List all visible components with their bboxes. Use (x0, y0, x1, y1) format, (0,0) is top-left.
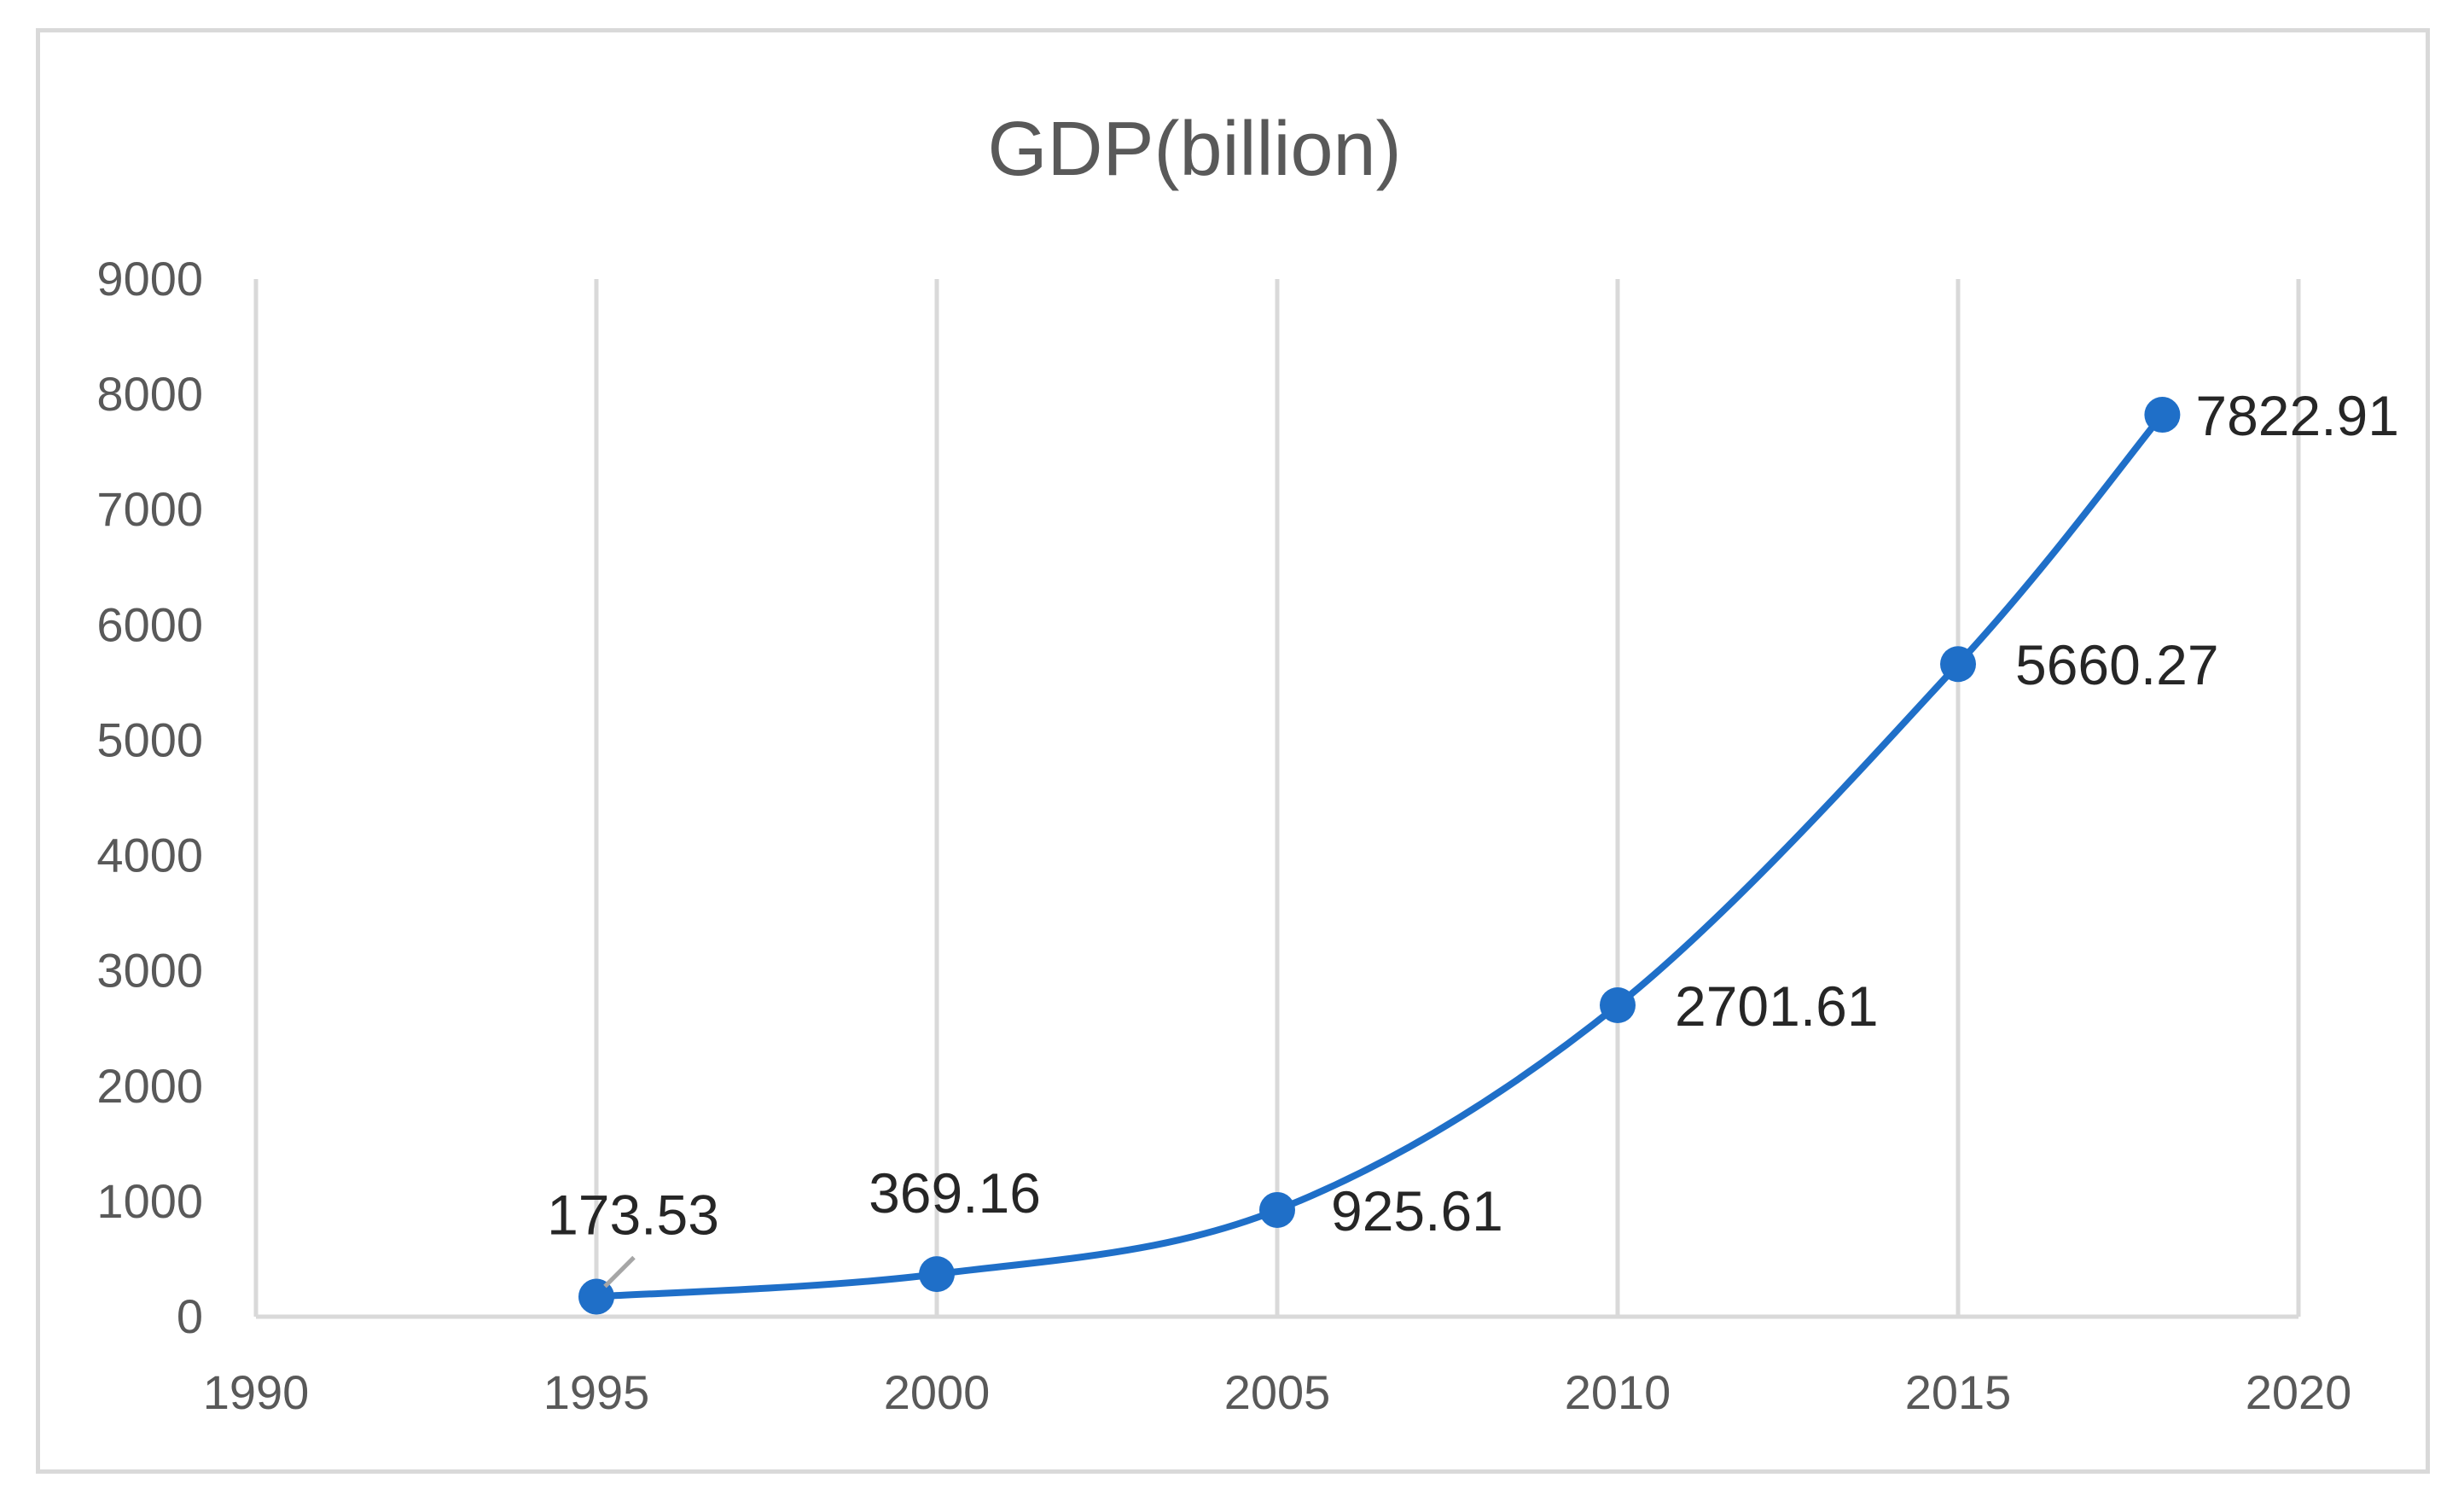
y-tick-label-5000: 5000 (96, 713, 203, 766)
x-tick-label-2015: 2015 (1905, 1365, 2012, 1419)
data-label-2015: 5660.27 (2015, 633, 2219, 696)
y-tick-label-9000: 9000 (96, 252, 203, 305)
data-point-2000 (919, 1256, 955, 1293)
x-tick-label-2000: 2000 (884, 1365, 991, 1419)
label-layer: 173.53 369.16 925.61 2701.61 5660.27 7822.91 (547, 384, 2399, 1289)
data-point-2010 (1600, 986, 1636, 1023)
y-tick-label-8000: 8000 (96, 367, 203, 421)
y-tick-label-3000: 3000 (96, 944, 203, 998)
data-label-2010: 2701.61 (1675, 974, 1879, 1038)
y-tick-label-7000: 7000 (96, 482, 203, 536)
x-tick-label-2020: 2020 (2246, 1365, 2352, 1419)
y-tick-label-1000: 1000 (96, 1174, 203, 1228)
y-tick-label-0: 0 (177, 1289, 203, 1343)
marker-layer (578, 397, 2181, 1315)
grid-layer (594, 279, 2301, 1317)
data-label-2018: 7822.91 (2195, 384, 2399, 447)
tick-layer: 1990 1995 2000 2005 2010 2015 2020 0 1000 2000 300… (96, 252, 2351, 1419)
x-tick-label-2010: 2010 (1565, 1365, 1671, 1419)
data-point-2005 (1259, 1191, 1295, 1228)
data-label-1995: 173.53 (547, 1184, 719, 1247)
data-point-2015 (1940, 646, 1976, 683)
chart-frame (36, 28, 2430, 1474)
x-tick-label-2005: 2005 (1224, 1365, 1331, 1419)
y-tick-label-6000: 6000 (96, 597, 203, 651)
series-line-gdp (593, 411, 2166, 1300)
data-label-2000: 369.16 (869, 1161, 1041, 1225)
data-label-2005: 925.61 (1331, 1179, 1503, 1242)
series-layer (593, 411, 2166, 1300)
y-tick-label-2000: 2000 (96, 1059, 203, 1113)
data-label-leader-line-1995 (603, 1255, 636, 1289)
axis-layer (253, 279, 2298, 1319)
y-tick-label-4000: 4000 (96, 829, 203, 882)
data-point-1995 (578, 1278, 614, 1315)
x-tick-label-1990: 1990 (203, 1365, 310, 1419)
data-point-2018 (2144, 397, 2181, 433)
x-tick-label-1995: 1995 (543, 1365, 650, 1419)
chart-title: GDP(billion) (987, 107, 1401, 192)
